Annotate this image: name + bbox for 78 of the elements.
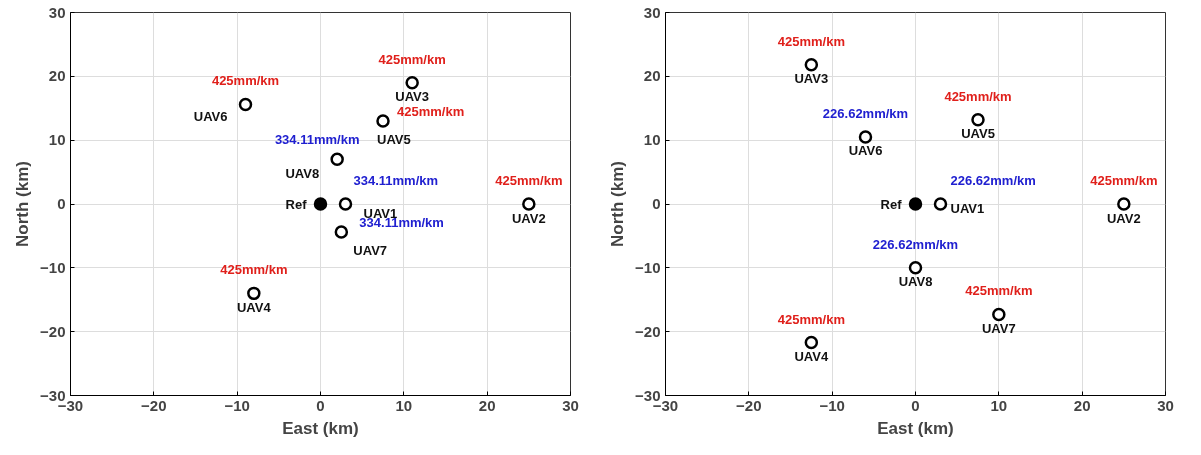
point: [338, 197, 353, 211]
annotation: 425mm/km: [944, 88, 1012, 104]
y-tick-label: −10: [40, 258, 66, 276]
series-label: UAV4: [236, 299, 272, 315]
y-tick-label: 30: [48, 3, 66, 21]
annotation: 425mm/km: [965, 283, 1033, 299]
series-label: Ref: [285, 196, 308, 212]
point: [405, 75, 419, 90]
x-tick-label: 0: [316, 396, 325, 414]
annotation: 334.11mm/km: [274, 132, 360, 148]
series-label: UAV5: [961, 126, 995, 142]
y-tick-label: 20: [643, 67, 661, 85]
point: [804, 58, 819, 72]
x-tick-label: −20: [141, 396, 167, 414]
x-axis-title: East (km): [282, 418, 359, 438]
annotation: 425mm/km: [378, 51, 446, 67]
point: [334, 225, 349, 239]
point: [908, 197, 923, 211]
y-tick-label: 10: [643, 131, 661, 149]
x-axis-title: East (km): [877, 418, 954, 438]
series-label: UAV8: [285, 165, 320, 181]
y-axis-title: North (km): [13, 161, 33, 247]
point: [376, 114, 390, 128]
y-tick-label: −20: [635, 322, 661, 340]
point: [330, 152, 344, 167]
annotation: 425mm/km: [220, 262, 288, 278]
point: [522, 197, 536, 211]
point: [971, 113, 985, 127]
annotation: 425mm/km: [211, 73, 280, 89]
series-label: UAV1: [950, 200, 985, 216]
annotation: 425mm/km: [777, 311, 845, 327]
series-label: UAV2: [1106, 210, 1141, 226]
point: [804, 335, 819, 350]
point: [247, 286, 261, 301]
point: [992, 307, 1006, 322]
annotation: 226.62mm/km: [872, 236, 959, 252]
series-label: UAV3: [395, 89, 430, 105]
x-tick-label: 10: [395, 396, 413, 414]
annotation: 425mm/km: [495, 173, 563, 188]
x-tick-label: 20: [1073, 396, 1091, 414]
series-label: Ref: [880, 196, 903, 212]
x-tick-label: 30: [562, 396, 579, 414]
y-tick-label: −20: [40, 322, 66, 340]
y-tick-label: 0: [57, 195, 66, 212]
point: [313, 197, 328, 211]
point: [933, 197, 948, 211]
annotation: 334.11mm/km: [353, 173, 439, 188]
y-tick-label: 0: [652, 195, 661, 212]
point: [1117, 197, 1131, 211]
x-tick-label: −20: [736, 396, 762, 414]
annotation: 425mm/km: [1090, 173, 1158, 188]
annotation: 425mm/km: [777, 33, 845, 49]
annotation: 226.62mm/km: [822, 105, 909, 121]
series-label: UAV3: [794, 71, 829, 87]
x-tick-label: 30: [1157, 396, 1174, 414]
series-label: UAV8: [898, 274, 933, 290]
series-label: UAV5: [377, 131, 411, 147]
annotation: 226.62mm/km: [950, 173, 1036, 188]
y-tick-label: 10: [48, 131, 66, 149]
series-label: UAV2: [511, 210, 546, 226]
x-tick-label: 0: [911, 396, 920, 414]
y-tick-label: −10: [635, 258, 661, 276]
point: [858, 130, 873, 144]
series-label: UAV7: [981, 320, 1016, 336]
x-tick-label: 10: [990, 396, 1008, 414]
y-tick-label: 20: [48, 67, 66, 85]
y-axis-title: North (km): [608, 161, 628, 247]
series-label: UAV7: [353, 242, 388, 258]
point: [908, 261, 923, 275]
point: [238, 97, 253, 112]
series-label: UAV6: [193, 108, 228, 124]
x-tick-label: −10: [224, 396, 250, 414]
annotation: 425mm/km: [397, 104, 465, 120]
y-tick-label: 30: [643, 3, 661, 21]
series-label: UAV4: [794, 349, 829, 365]
x-tick-label: 20: [478, 396, 496, 414]
series-label: UAV6: [848, 143, 883, 159]
x-tick-label: −10: [819, 396, 845, 414]
